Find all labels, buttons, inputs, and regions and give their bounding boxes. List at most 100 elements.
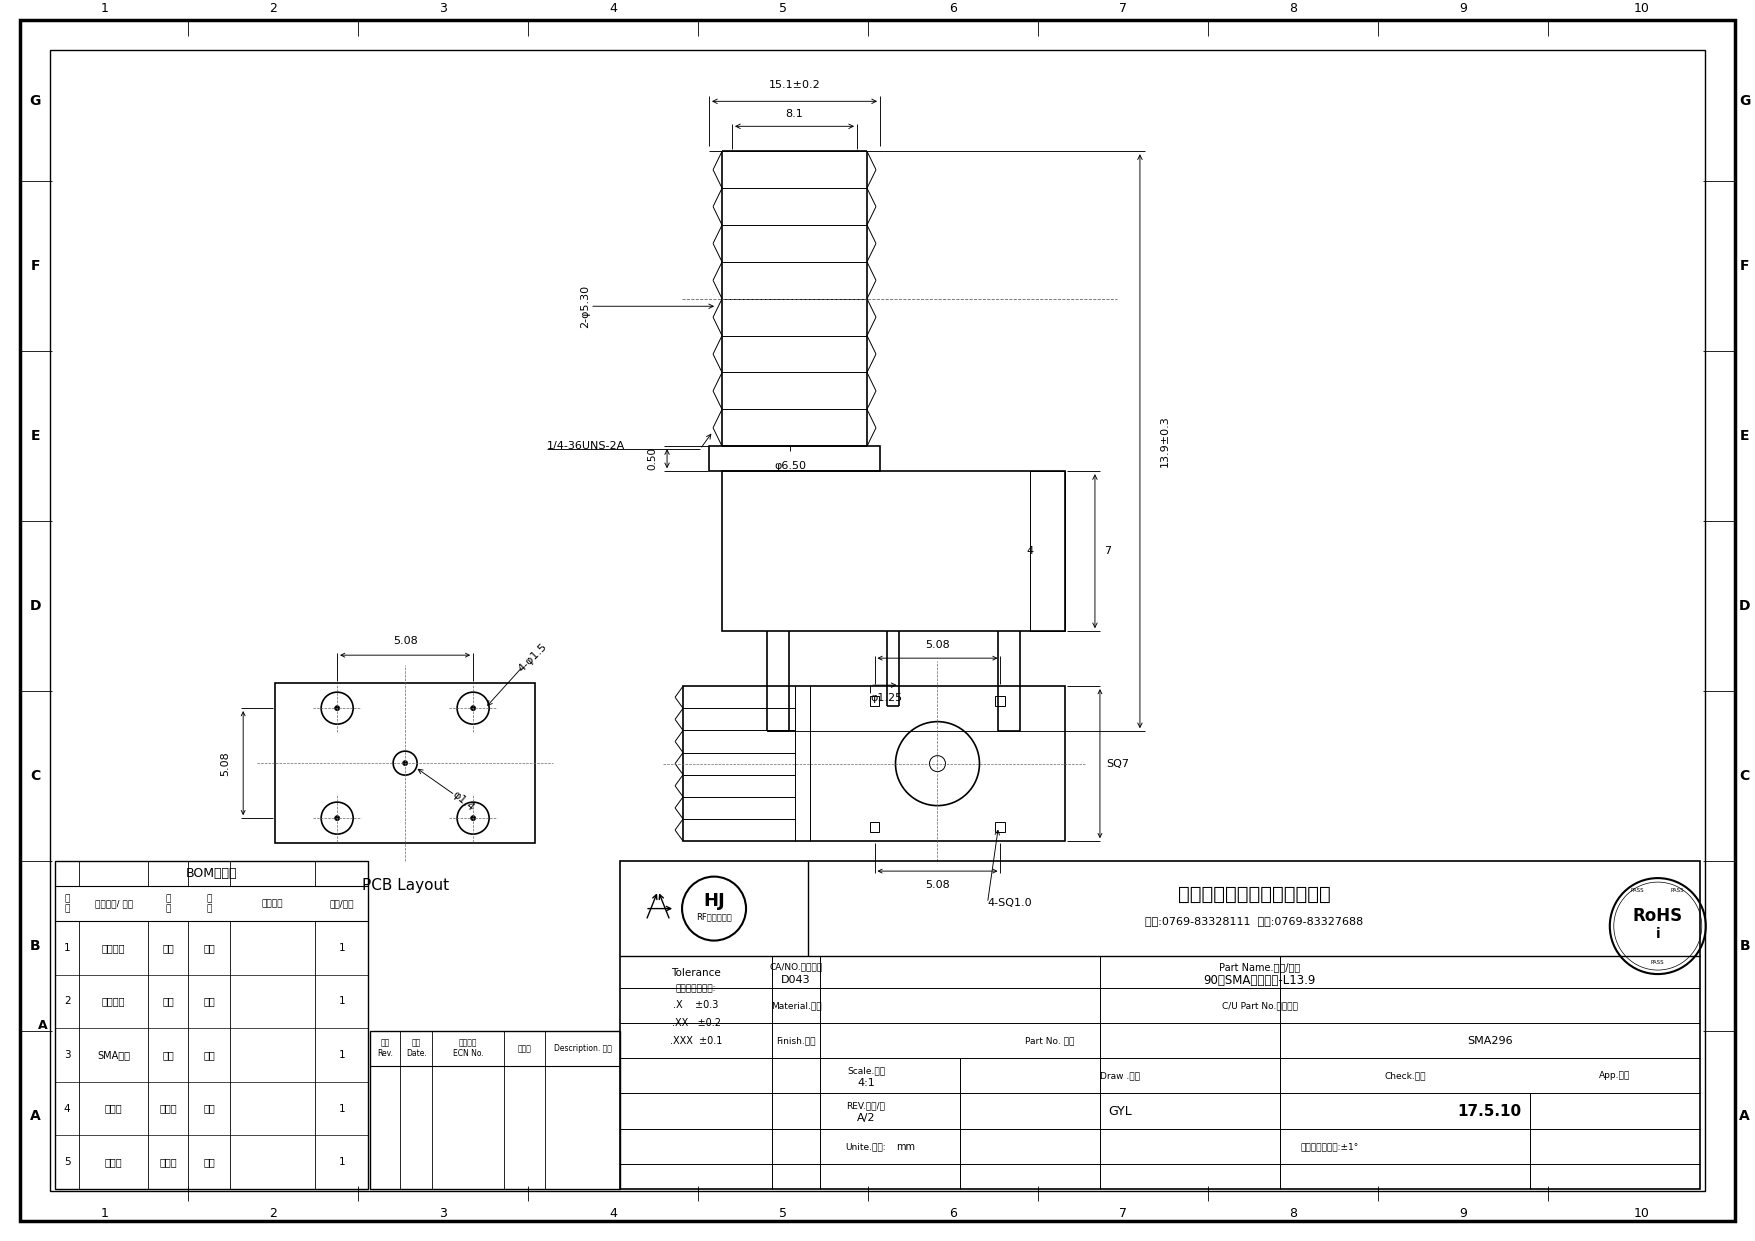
Text: 5.08: 5.08	[925, 880, 949, 890]
Text: 1: 1	[339, 943, 346, 953]
Text: F: F	[30, 259, 40, 273]
Text: 4: 4	[63, 1103, 70, 1113]
Text: 2-φ5.30: 2-φ5.30	[581, 284, 590, 328]
Text: 鐵弗龍: 鐵弗龍	[160, 1157, 177, 1168]
Text: B: B	[30, 939, 40, 953]
Bar	[620, 861, 1701, 1189]
Text: 9: 9	[1458, 1206, 1467, 1220]
Text: 版號
Rev.: 版號 Rev.	[377, 1039, 393, 1059]
Text: 絕緣体: 絕緣体	[105, 1103, 123, 1113]
Text: 外
觀: 外 觀	[207, 894, 212, 913]
Bar	[721, 472, 1065, 632]
Text: Check.校對: Check.校對	[1385, 1071, 1425, 1080]
Text: 8: 8	[1288, 1206, 1297, 1220]
Text: SMA母針: SMA母針	[97, 1050, 130, 1060]
Text: 3: 3	[439, 1, 448, 15]
Text: D: D	[1739, 599, 1750, 613]
Circle shape	[335, 706, 340, 711]
Text: GYL: GYL	[1107, 1104, 1132, 1118]
Text: 17.5.10: 17.5.10	[1458, 1103, 1522, 1118]
Text: 變更者: 變更者	[518, 1044, 532, 1054]
Text: C: C	[1739, 769, 1750, 783]
Text: 3: 3	[63, 1050, 70, 1060]
Bar	[1030, 472, 1065, 632]
Text: 0.50: 0.50	[648, 447, 656, 470]
Text: 9: 9	[1458, 1, 1467, 15]
Text: 絕緣體: 絕緣體	[105, 1157, 123, 1168]
Text: 10: 10	[1634, 1, 1650, 15]
Text: 1: 1	[100, 1206, 109, 1220]
Text: φ1.25: φ1.25	[870, 694, 902, 704]
Text: App.核准: App.核准	[1599, 1071, 1630, 1080]
Bar	[54, 861, 369, 1189]
Text: A: A	[1739, 1109, 1750, 1123]
Text: 7: 7	[1120, 1206, 1127, 1220]
Text: 1/4-36UNS-2A: 1/4-36UNS-2A	[548, 442, 625, 452]
Text: Part Name.品名/规格: Part Name.品名/规格	[1220, 962, 1300, 972]
Text: PASS: PASS	[1651, 959, 1664, 964]
Text: 黃銅: 黃銅	[161, 943, 174, 953]
Text: i: i	[1655, 927, 1660, 941]
Text: 四角本體: 四角本體	[102, 997, 125, 1006]
Text: 4: 4	[1027, 546, 1034, 556]
Bar	[869, 822, 879, 831]
Text: 部件品名/ 规格: 部件品名/ 规格	[95, 898, 133, 908]
Text: A: A	[30, 1109, 40, 1123]
Text: 黃銅: 黃銅	[161, 1050, 174, 1060]
Circle shape	[470, 815, 476, 820]
Text: 螺牙本體: 螺牙本體	[102, 943, 125, 953]
Text: 黃銅: 黃銅	[161, 997, 174, 1006]
Text: mm: mm	[897, 1142, 914, 1152]
Text: 鍍金: 鍍金	[204, 943, 216, 953]
Text: E: E	[1739, 429, 1750, 443]
Bar	[276, 683, 535, 843]
Text: 鍍金: 鍍金	[204, 997, 216, 1006]
Text: 白色: 白色	[204, 1103, 216, 1113]
Text: 10: 10	[1634, 1206, 1650, 1220]
Text: 4:1: 4:1	[856, 1077, 876, 1087]
Text: 鐵弗龍: 鐵弗龍	[160, 1103, 177, 1113]
Circle shape	[402, 761, 407, 766]
Text: SQ7: SQ7	[1106, 758, 1130, 768]
Text: Tolerance: Tolerance	[670, 968, 721, 978]
Text: Part No. 料號: Part No. 料號	[1025, 1036, 1074, 1045]
Text: 1: 1	[100, 1, 109, 15]
Bar	[709, 447, 879, 472]
Text: D: D	[30, 599, 40, 613]
Text: RoHS: RoHS	[1632, 907, 1683, 925]
Text: SMA296: SMA296	[1467, 1035, 1513, 1046]
Text: 零件料號: 零件料號	[261, 898, 283, 908]
Text: 鍍金: 鍍金	[204, 1050, 216, 1060]
Text: A/2: A/2	[856, 1113, 876, 1123]
Text: 1: 1	[339, 1050, 346, 1060]
Text: Description. 內容: Description. 內容	[553, 1044, 611, 1054]
Text: .XX   ±0.2: .XX ±0.2	[672, 1018, 721, 1028]
Text: 1: 1	[339, 997, 346, 1006]
Text: .X    ±0.3: .X ±0.3	[674, 1000, 720, 1010]
Text: Finish.处理: Finish.处理	[776, 1036, 816, 1045]
Text: C/U Part No.客户料号: C/U Part No.客户料号	[1221, 1001, 1299, 1010]
Text: 90度SMA母头母针-L13.9: 90度SMA母头母针-L13.9	[1204, 974, 1316, 987]
Text: HJ: HJ	[704, 891, 725, 910]
Text: 日期
Date.: 日期 Date.	[405, 1039, 426, 1059]
Text: 序
號: 序 號	[65, 894, 70, 913]
Circle shape	[335, 815, 340, 820]
Text: 5: 5	[779, 1, 786, 15]
Bar	[370, 1031, 620, 1189]
Text: 2: 2	[269, 1206, 277, 1220]
Text: φ1.4: φ1.4	[451, 789, 476, 813]
Text: 2: 2	[269, 1, 277, 15]
Text: 1: 1	[339, 1157, 346, 1168]
Text: F: F	[1739, 259, 1750, 273]
Text: φ6.50: φ6.50	[774, 462, 806, 472]
Text: PASS: PASS	[1671, 887, 1685, 892]
Text: 6: 6	[949, 1, 956, 15]
Text: Material.材質: Material.材質	[770, 1001, 821, 1010]
Text: G: G	[30, 94, 40, 108]
Text: 4-SQ1.0: 4-SQ1.0	[988, 898, 1032, 908]
Text: D043: D043	[781, 975, 811, 985]
Text: REV.版本/次: REV.版本/次	[846, 1102, 886, 1111]
Text: 1: 1	[339, 1103, 346, 1113]
Text: 材
料: 材 料	[165, 894, 170, 913]
Text: 7: 7	[1104, 546, 1111, 556]
